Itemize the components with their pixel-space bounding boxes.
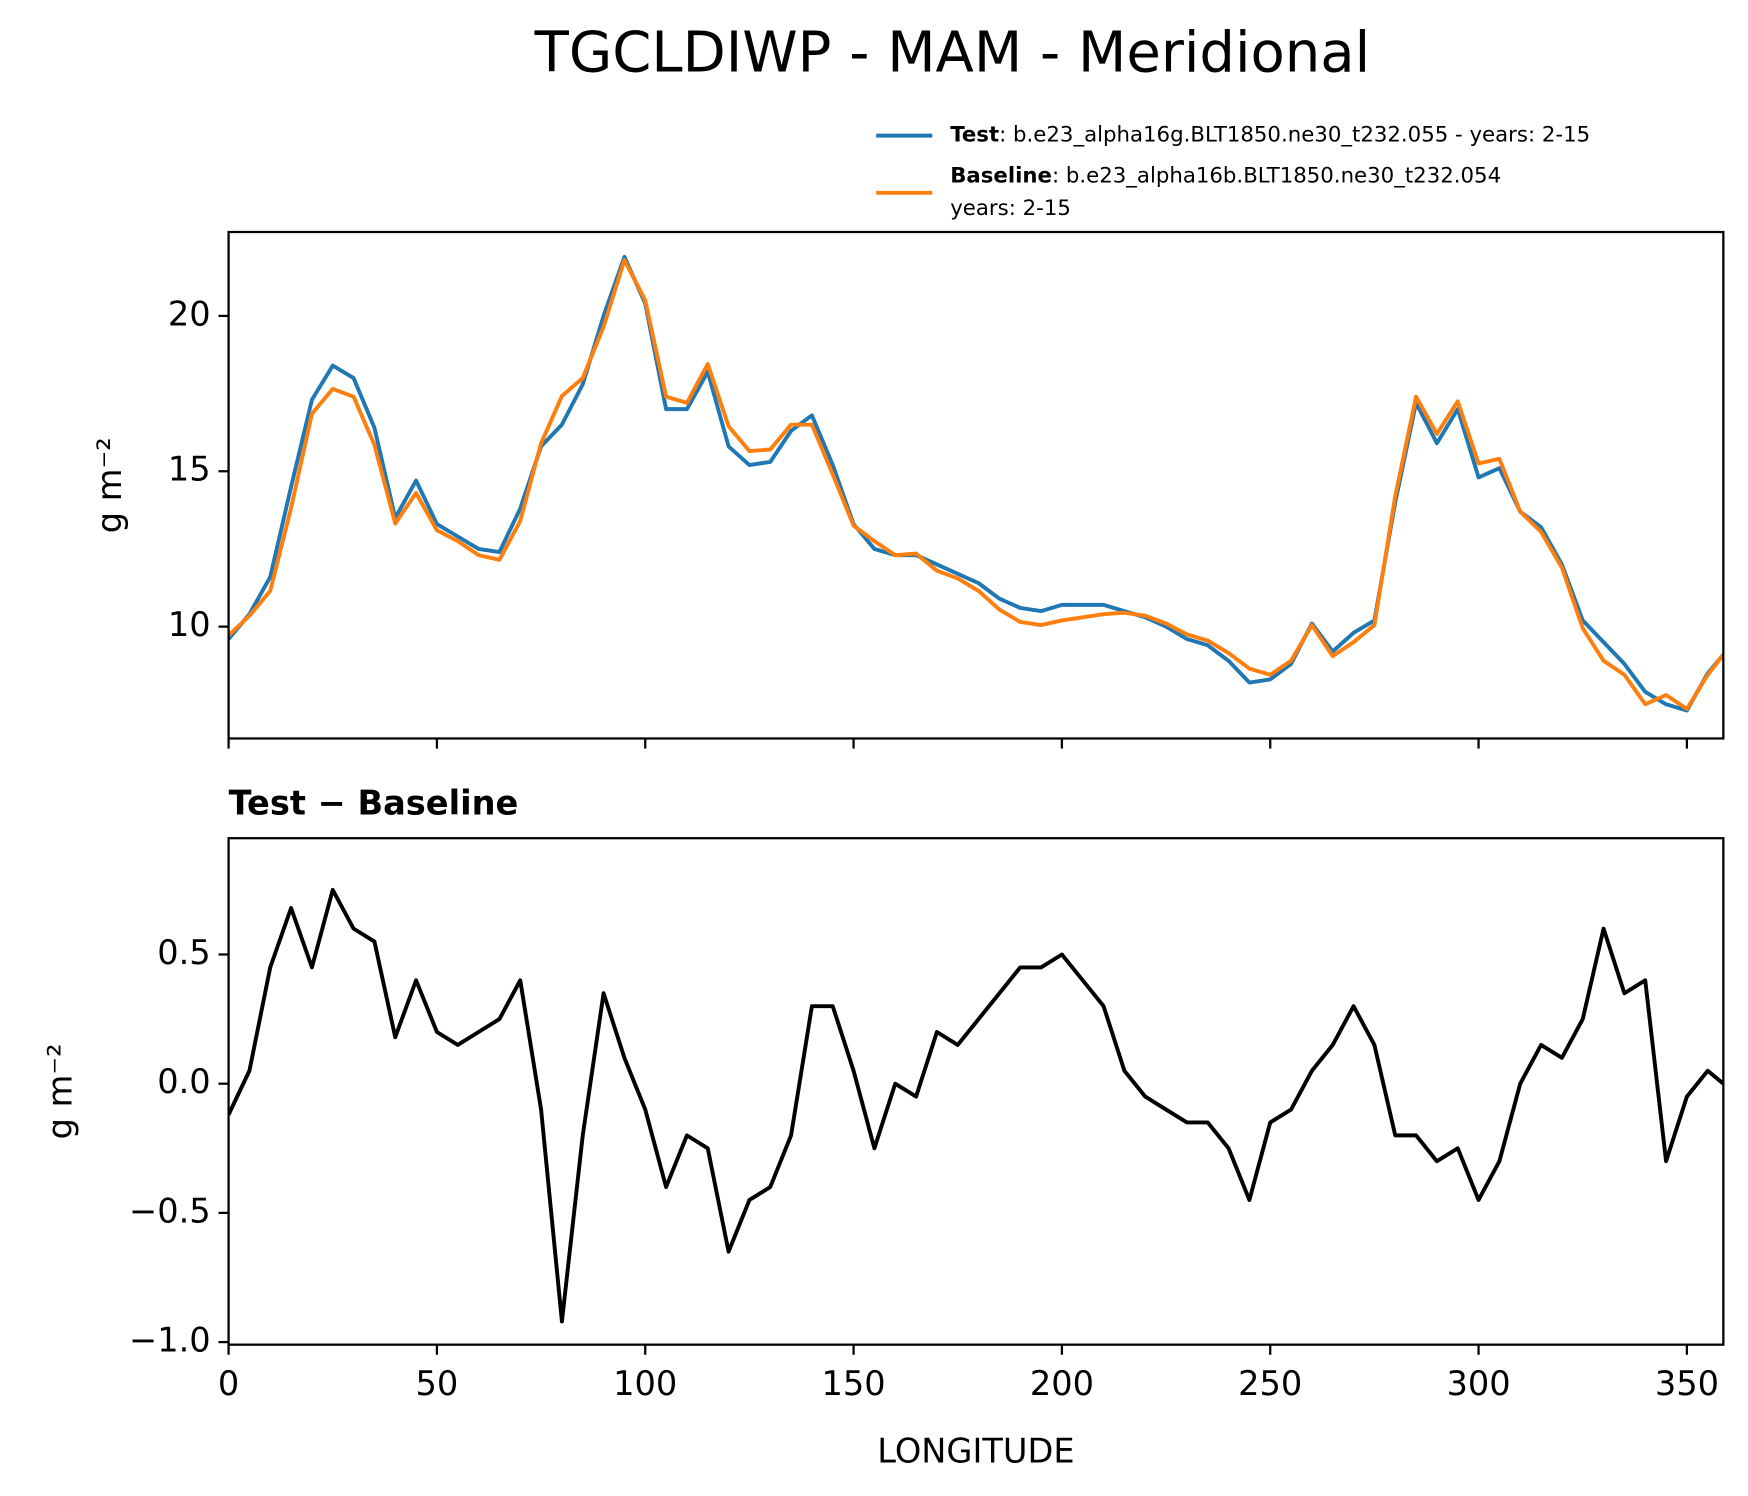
axes-frame — [227, 837, 1725, 1346]
y-tick-label: 0.0 — [157, 1062, 210, 1101]
y-tick-label: 15 — [168, 450, 211, 489]
data-line — [228, 258, 1724, 711]
axes-frame — [227, 230, 1725, 740]
x-tick-label: 100 — [613, 1364, 677, 1403]
legend-description: years: 2-15 — [950, 196, 1071, 221]
data-line — [228, 887, 1724, 1324]
x-tick-label: 350 — [1655, 1364, 1719, 1403]
y-tick-label: −0.5 — [129, 1191, 211, 1230]
axes-title: Test − Baseline — [229, 784, 519, 823]
y-axis-label: g m⁻² — [90, 437, 129, 533]
data-line — [228, 254, 1724, 713]
x-tick-label: 250 — [1238, 1364, 1302, 1403]
figure-title: TGCLDIWP - MAM - Meridional — [534, 21, 1371, 86]
x-tick-label: 300 — [1446, 1364, 1510, 1403]
x-tick-label: 200 — [1030, 1364, 1094, 1403]
y-tick-label: 10 — [168, 605, 211, 644]
x-tick-label: 0 — [218, 1364, 239, 1403]
y-tick-label: 0.5 — [157, 933, 210, 972]
legend-label: Test: b.e23_alpha16g.BLT1850.ne30_t232.0… — [950, 123, 1590, 148]
y-axis-label: g m⁻² — [41, 1043, 80, 1139]
x-axis-label: LONGITUDE — [877, 1431, 1074, 1470]
x-tick-label: 50 — [416, 1364, 459, 1403]
x-tick-label: 150 — [821, 1364, 885, 1403]
y-tick-label: 20 — [168, 294, 211, 333]
y-tick-label: −1.0 — [129, 1321, 211, 1360]
legend-description: : b.e23_alpha16b.BLT1850.ne30_t232.054 — [1052, 164, 1501, 189]
legend-description: : b.e23_alpha16g.BLT1850.ne30_t232.055 -… — [999, 123, 1590, 148]
legend-label: Baseline: b.e23_alpha16b.BLT1850.ne30_t2… — [950, 164, 1501, 189]
legend-name: Test — [950, 123, 999, 148]
legend-name: Baseline — [950, 164, 1052, 189]
